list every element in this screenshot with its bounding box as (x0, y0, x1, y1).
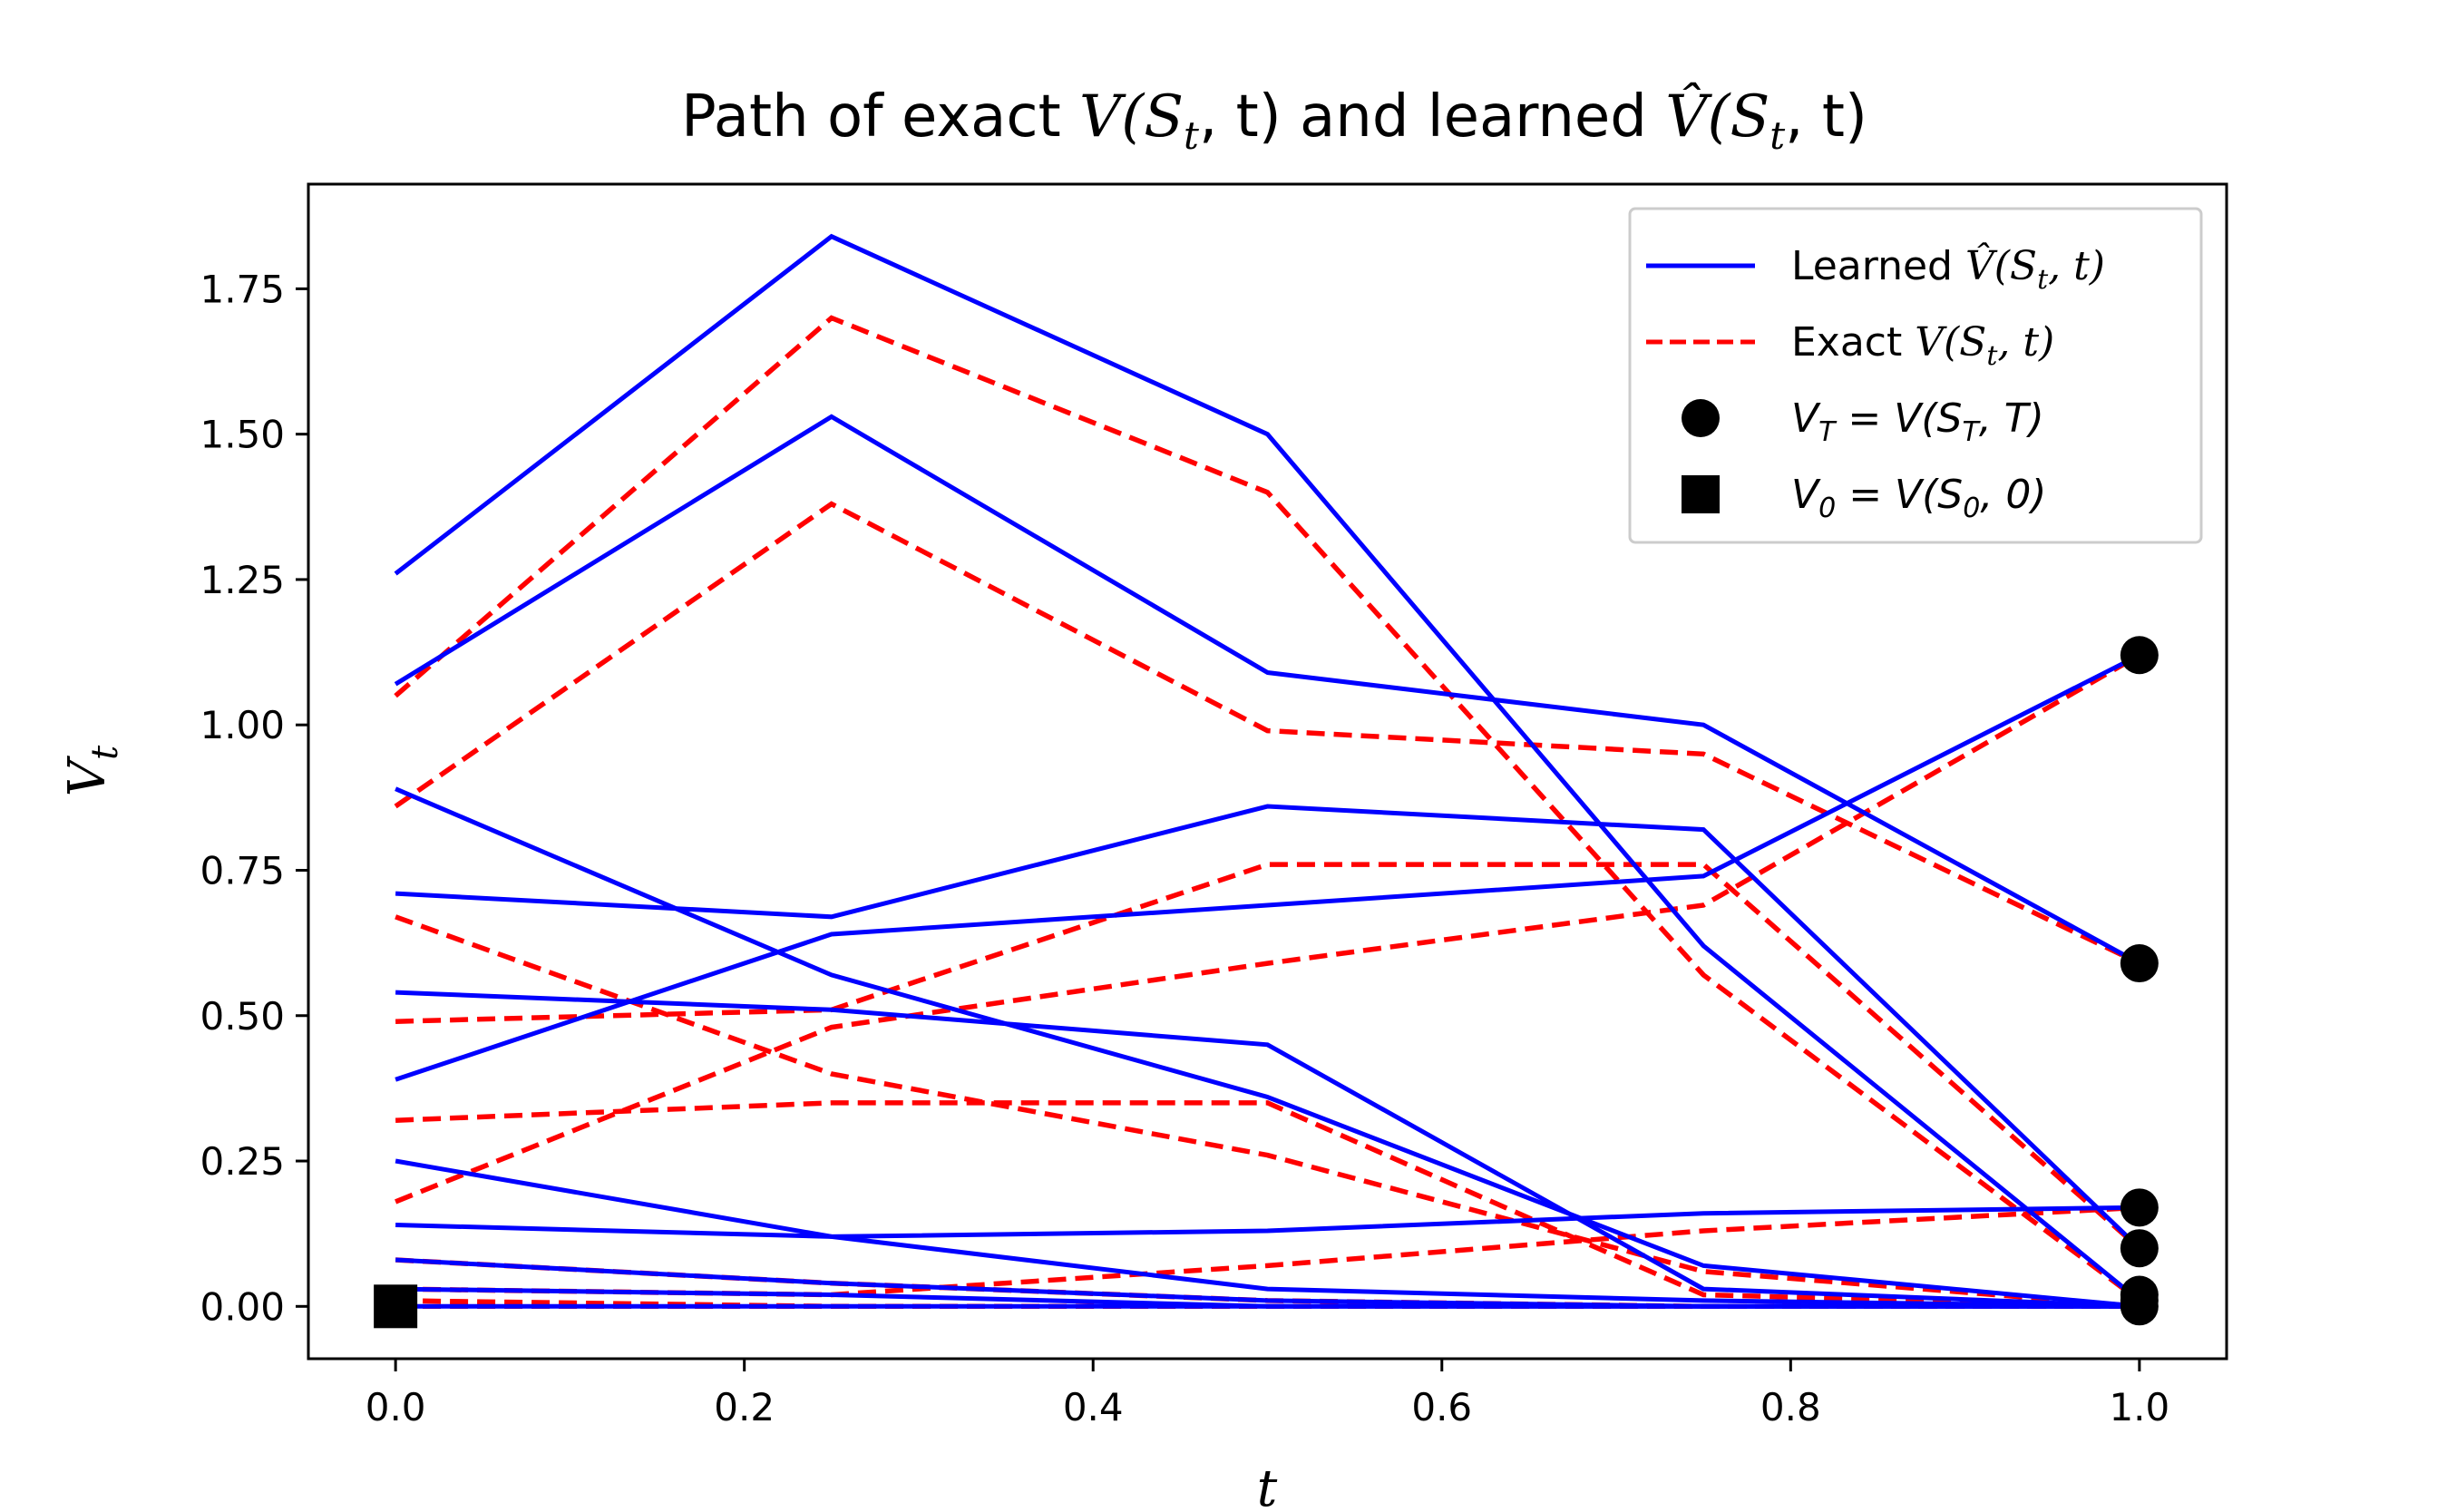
y-tick-label-1: 0.25 (200, 1139, 285, 1184)
x-axis: 0.0 0.2 0.4 0.6 0.8 1.0 (366, 1359, 2169, 1429)
chart-title: Path of exact V(St, t) and learned V̂(St… (681, 83, 1867, 158)
chart-title-mid: , t) and learned (1199, 83, 1665, 151)
y-tick-label-2: 0.50 (200, 994, 285, 1039)
legend-exact-label: Exact V(St, t) (1791, 319, 2054, 372)
terminal-point-2 (2120, 1188, 2159, 1227)
legend-initial-marker (1682, 475, 1720, 513)
exact-path-5 (395, 652, 2141, 1205)
x-tick-label-3: 0.6 (1411, 1385, 1472, 1429)
terminal-point-6 (2120, 1287, 2159, 1326)
y-tick-label-0: 0.00 (200, 1284, 285, 1329)
learned-path-2 (395, 786, 2140, 1309)
x-tick-label-1: 0.2 (714, 1385, 775, 1429)
exact-path-1 (394, 501, 2141, 966)
exact-path-4 (395, 1100, 2140, 1310)
series-layer (394, 233, 2141, 1310)
y-tick-label-5: 1.25 (200, 558, 285, 602)
legend-box (1628, 207, 2203, 544)
y-axis-label: Vt (58, 745, 126, 796)
y-axis-label-sub: t (84, 745, 126, 760)
chart-title-sub1: t (1184, 113, 1199, 158)
learned-path-5 (395, 653, 2141, 1082)
chart-title-exact: V(S (1079, 83, 1184, 151)
y-tick-label-7: 1.75 (200, 267, 285, 311)
terminal-point-3 (2120, 1229, 2159, 1268)
learned-path-4 (395, 990, 2140, 1309)
chart-title-prefix: Path of exact (681, 83, 1079, 151)
chart-title-sub2: t (1769, 113, 1785, 158)
learned-path-6 (395, 1158, 2140, 1309)
chart-title-learned: V̂(S (1665, 83, 1769, 151)
terminal-point-0 (2120, 636, 2159, 675)
legend-terminal-label: VT = V(ST, T) (1791, 395, 2044, 448)
x-axis-label: t (1257, 1459, 1278, 1512)
x-tick-label-0: 0.0 (366, 1385, 426, 1429)
exact-path-3 (395, 862, 2141, 1251)
y-axis-label-main: V (58, 755, 117, 796)
x-tick-label-2: 0.4 (1063, 1385, 1124, 1429)
learned-path-7 (395, 1205, 2140, 1239)
initial-point (374, 1284, 418, 1329)
legend: Learned V̂(St, t) Exact V(St, t) VT = V(… (1628, 207, 2203, 544)
legend-initial-label: V0 = V(S0, 0) (1791, 472, 2046, 524)
chart-title-suffix: , t) (1785, 83, 1867, 151)
learned-path-0 (394, 233, 2141, 1302)
y-tick-label-6: 1.50 (200, 413, 285, 457)
y-tick-label-4: 1.00 (200, 703, 285, 747)
legend-terminal-marker (1682, 399, 1720, 437)
x-tick-label-5: 1.0 (2109, 1385, 2169, 1429)
y-tick-label-3: 0.75 (200, 848, 285, 893)
x-tick-label-4: 0.8 (1760, 1385, 1821, 1429)
exact-path-7 (395, 1205, 2140, 1298)
plot-frame (307, 182, 2228, 1361)
legend-learned-label: Learned V̂(St, t) (1791, 241, 2105, 296)
y-axis: 0.00 0.25 0.50 0.75 1.00 1.25 1.50 1.75 (200, 267, 308, 1329)
learned-path-3 (395, 804, 2141, 1251)
marker-layer (374, 636, 2159, 1329)
exact-path-2 (395, 914, 2140, 1310)
exact-path-0 (394, 315, 2141, 1303)
terminal-point-1 (2120, 944, 2159, 983)
